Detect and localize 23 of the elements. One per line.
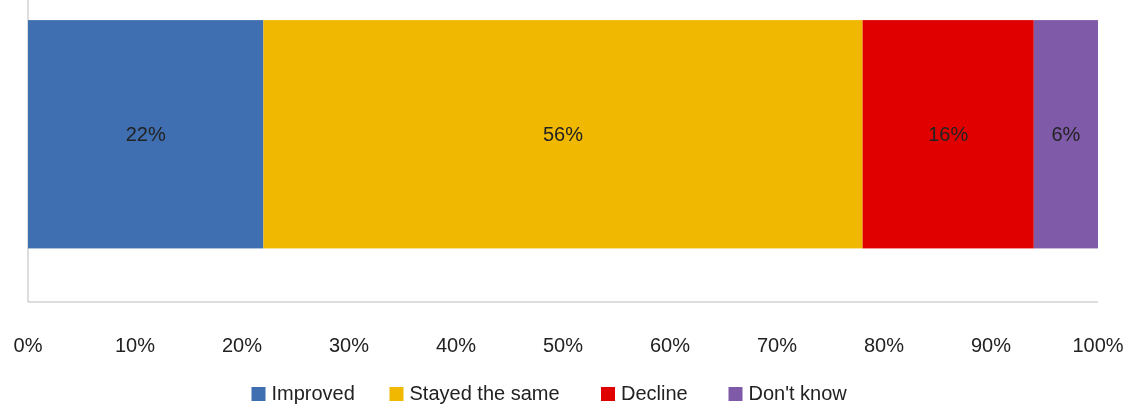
legend-label: Don't know	[748, 382, 848, 404]
text: 22%	[125, 123, 166, 146]
x-tick-label: 80%	[863, 334, 905, 356]
x-tick-label: 100%	[1072, 334, 1124, 356]
legend-label: Improved	[271, 382, 355, 404]
legend-label: Decline	[621, 382, 688, 404]
text: 16%	[928, 123, 969, 146]
x-tick-label: 60%	[649, 334, 691, 356]
bar	[28, 20, 264, 249]
bar	[1033, 20, 1098, 249]
x-tick-label: 0%	[13, 334, 43, 356]
x-tick-label: 30%	[328, 334, 370, 356]
x-tick-label: 90%	[970, 334, 1012, 356]
x-tick-label: 40%	[435, 334, 477, 356]
bar	[263, 20, 863, 249]
text: 56%	[542, 123, 584, 146]
bar	[862, 20, 1034, 249]
x-tick-label: 20%	[221, 334, 263, 356]
text: 6%	[1051, 123, 1081, 146]
x-tick-label: 70%	[756, 334, 798, 356]
x-tick-label: 50%	[542, 334, 584, 356]
legend-label: Stayed the same	[409, 382, 560, 404]
x-tick-label: 10%	[114, 334, 156, 356]
